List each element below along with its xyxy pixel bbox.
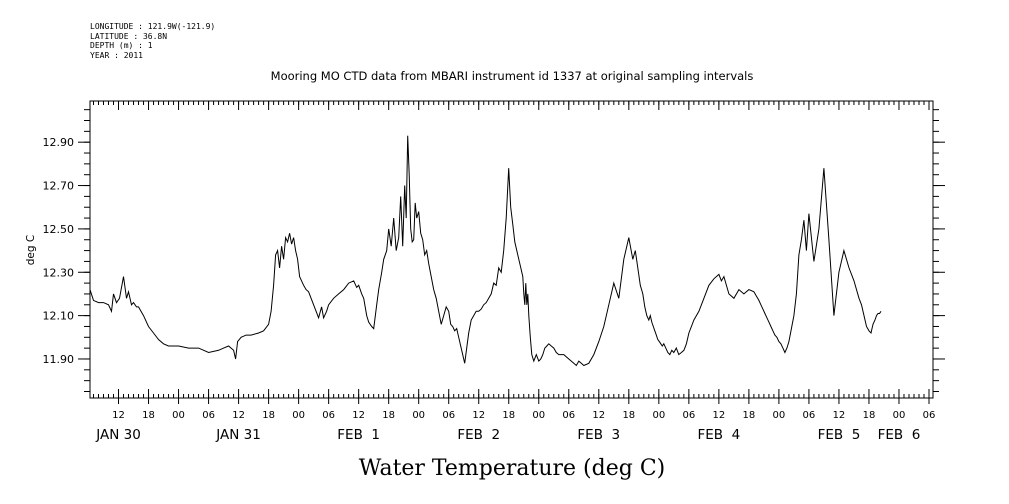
- x-hour-tick-label: 06: [562, 410, 575, 421]
- x-hour-tick-label: 00: [172, 410, 185, 421]
- temperature-series-line: [89, 135, 882, 367]
- x-hour-tick-label: 00: [652, 410, 665, 421]
- x-hour-tick-label: 18: [382, 410, 395, 421]
- x-day-label: FEB 4: [698, 427, 741, 443]
- plot-frame: [89, 100, 934, 399]
- x-hour-tick-label: 06: [202, 410, 215, 421]
- x-day-label: FEB 3: [577, 427, 620, 443]
- y-tick-label: 12.50: [43, 223, 75, 236]
- y-tick-label: 11.90: [43, 353, 75, 366]
- minor-ticks: [84, 101, 939, 398]
- x-hour-tick-label: 12: [713, 410, 726, 421]
- x-axis: 12 18 00 06 12 18 00 06 12 18 00 06 12 18 00 06 12 18 00 06…: [95, 101, 935, 443]
- x-hour-tick-label: 12: [472, 410, 485, 421]
- x-hour-tick-label: 12: [232, 410, 245, 421]
- y-tick-label: 12.30: [43, 266, 75, 279]
- x-hour-tick-label: 12: [592, 410, 605, 421]
- x-hour-tick-label: 06: [803, 410, 816, 421]
- x-hour-tick-label: 00: [893, 410, 906, 421]
- x-hour-tick-label: 18: [502, 410, 515, 421]
- x-hour-tick-label: 18: [142, 410, 155, 421]
- x-hour-tick-label: 18: [622, 410, 635, 421]
- longitude-label: LONGITUDE : 121.9W(-121.9): [90, 22, 216, 31]
- x-hour-tick-label: 18: [743, 410, 756, 421]
- x-axis-label: Water Temperature (deg C): [359, 456, 666, 481]
- chart-title: Mooring MO CTD data from MBARI instrumen…: [271, 69, 754, 83]
- depth-label: DEPTH (m) : 1: [90, 41, 153, 50]
- latitude-label: LATITUDE : 36.8N: [90, 31, 168, 41]
- x-hour-tick-label: 06: [923, 410, 936, 421]
- x-day-label: JAN 31: [215, 427, 261, 443]
- x-hour-tick-label: 18: [262, 410, 275, 421]
- metadata-block: LONGITUDE : 121.9W(-121.9) LATITUDE : 36…: [90, 22, 215, 60]
- x-day-label: FEB 1: [337, 427, 380, 443]
- x-day-label: JAN 30: [95, 427, 141, 443]
- x-hour-tick-label: 00: [773, 410, 786, 421]
- y-axis-label: deg C: [25, 235, 37, 265]
- x-day-label: FEB 2: [457, 427, 500, 443]
- x-hour-tick-label: 12: [833, 410, 846, 421]
- year-label: YEAR : 2011: [90, 50, 143, 60]
- y-tick-label: 12.70: [43, 180, 75, 193]
- x-hour-tick-label: 00: [412, 410, 425, 421]
- x-day-label: FEB 5: [818, 427, 861, 443]
- x-hour-tick-label: 12: [112, 410, 125, 421]
- x-hour-tick-label: 00: [292, 410, 305, 421]
- x-hour-tick-label: 06: [682, 410, 695, 421]
- y-axis: 11.90 12.10 12.30 12.50 12.70 12.90: [43, 136, 945, 366]
- x-hour-tick-label: 12: [352, 410, 365, 421]
- x-hour-tick-label: 06: [442, 410, 455, 421]
- x-hour-tick-label: 18: [863, 410, 876, 421]
- x-hour-tick-label: 00: [532, 410, 545, 421]
- x-hour-tick-label: 06: [322, 410, 335, 421]
- y-tick-label: 12.90: [43, 136, 75, 149]
- y-tick-label: 12.10: [43, 310, 75, 323]
- x-day-label: FEB 6: [878, 427, 921, 443]
